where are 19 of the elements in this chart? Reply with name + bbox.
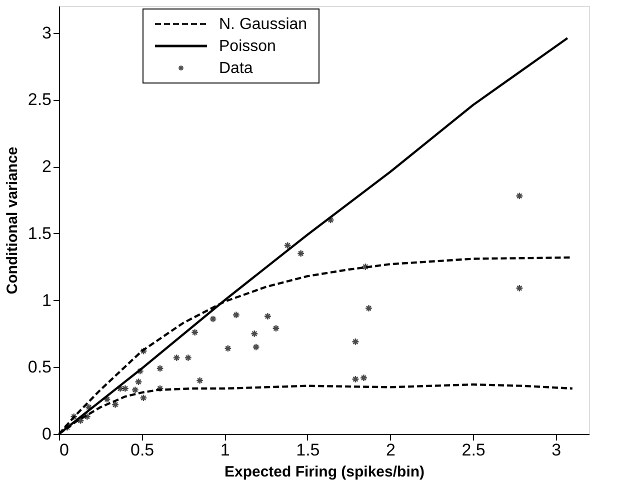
x-tick-label: 2 [386,440,396,460]
y-axis-title: Conditional variance [4,146,21,294]
y-tick-label: 0.5 [28,358,52,377]
legend-label: N. Gaussian [219,16,308,33]
legend-label: Poisson [219,38,276,55]
y-tick-label: 1.5 [28,224,52,243]
y-tick-label: 3 [42,23,52,42]
x-tick-label: 0 [60,440,69,460]
x-tick-label: 1 [220,440,230,460]
y-tick-label: 2 [42,157,52,176]
y-tick-label: 0 [42,424,52,444]
x-axis-title: Expected Firing (spikes/bin) [224,464,425,480]
x-tick-label: 0.5 [130,440,154,460]
legend-label: Data [219,60,253,77]
x-tick-label: 3 [552,440,562,460]
x-tick-label: 1.5 [296,440,320,460]
y-tick-label: 1 [42,290,52,310]
x-tick-label: 2.5 [462,440,486,460]
y-tick-label: 2.5 [28,90,52,110]
